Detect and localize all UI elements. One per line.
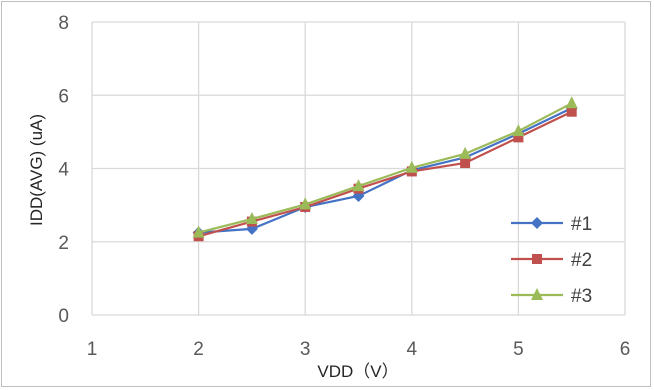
y-axis-title: IDD(AVG) (uA) [27,114,46,226]
legend-label: #1 [571,214,592,235]
legend-label: #3 [571,286,592,307]
series-3-point [192,225,205,238]
x-tick-label: 2 [193,339,204,360]
series-3-point [512,124,525,137]
legend-marker [532,254,542,264]
series-3-point [299,197,312,210]
x-axis-title: VDD（V） [317,362,398,381]
series-3-point [565,96,578,109]
y-tick-label: 4 [58,160,69,181]
legend-marker [531,288,543,300]
x-tick-label: 4 [407,339,418,360]
legend: #1 #2 #3 [511,214,592,307]
series-3-line [198,102,573,234]
x-tick-label: 6 [620,339,631,360]
y-tick-label: 0 [58,306,69,327]
legend-item-3: #3 [511,286,592,307]
series-3-point [459,146,472,159]
legend-label: #2 [571,250,592,271]
series-2-point [513,132,524,143]
series-3-point [352,179,365,192]
series-3-point [245,212,258,225]
y-tick-label: 2 [58,233,69,254]
series-2-point [460,158,471,169]
series-3 [192,96,578,238]
series-3-point [405,160,418,173]
series-group [192,96,578,242]
y-tick-label: 6 [58,86,69,107]
y-tick-label: 8 [58,13,69,34]
legend-item-1: #1 [511,214,592,235]
legend-item-2: #2 [511,250,592,271]
tick-labels: 0 2 4 6 8 1 2 3 4 5 6 [58,13,630,360]
series-2-line [198,110,573,238]
x-tick-label: 1 [87,339,98,360]
series-1-line [198,107,573,234]
legend-marker [531,217,543,229]
x-tick-label: 3 [300,339,311,360]
series-2-point [566,106,577,117]
x-tick-label: 5 [513,339,524,360]
grid [91,21,626,316]
